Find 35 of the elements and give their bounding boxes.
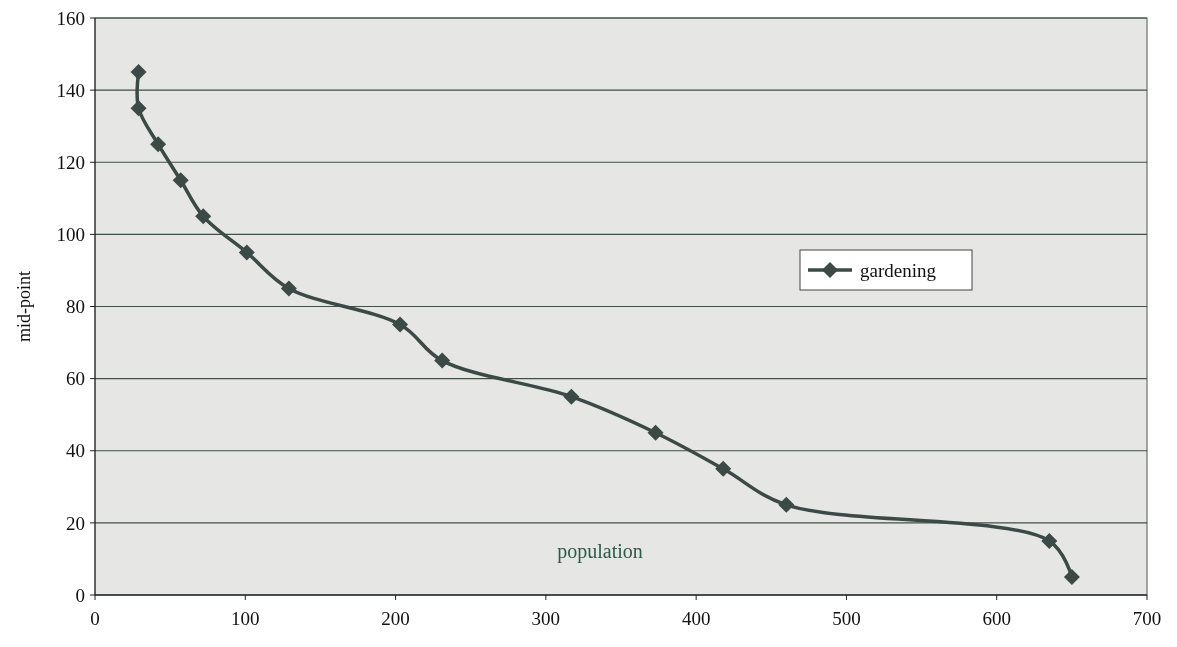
point — [150, 136, 167, 153]
x-tick-label: 700 — [1132, 608, 1162, 629]
y-tick-label: 40 — [66, 440, 85, 462]
y-tick-label: 160 — [56, 7, 85, 29]
point — [1041, 532, 1058, 549]
x-tick-label: 100 — [231, 608, 260, 629]
point — [238, 244, 255, 261]
y-axis-title: mid-point — [14, 271, 34, 342]
y-tick-label: 120 — [56, 151, 85, 173]
y-tick-label: 80 — [66, 296, 85, 318]
point — [392, 316, 409, 333]
point — [130, 64, 147, 81]
x-tick-label: 600 — [982, 608, 1011, 629]
point — [434, 352, 451, 369]
point — [778, 496, 795, 513]
point — [1063, 568, 1080, 585]
y-tick-label: 20 — [66, 512, 85, 534]
legend-label: gardening — [860, 259, 937, 281]
point — [715, 460, 732, 477]
y-tick-label: 60 — [66, 368, 85, 390]
point — [563, 388, 580, 405]
point — [130, 100, 147, 117]
x-tick-label: 400 — [681, 608, 711, 629]
y-tick-label: 140 — [56, 79, 85, 101]
x-tick-label: 300 — [531, 608, 561, 629]
point — [280, 280, 297, 297]
point — [647, 424, 664, 441]
x-tick-label: 0 — [90, 608, 100, 629]
x-tick-label: 500 — [832, 608, 861, 629]
y-tick-label: 0 — [75, 584, 85, 606]
x-axis-title: population — [557, 540, 643, 563]
y-tick-label: 100 — [56, 224, 85, 246]
x-tick-label: 200 — [381, 608, 410, 629]
point — [195, 208, 212, 225]
point — [172, 172, 189, 189]
